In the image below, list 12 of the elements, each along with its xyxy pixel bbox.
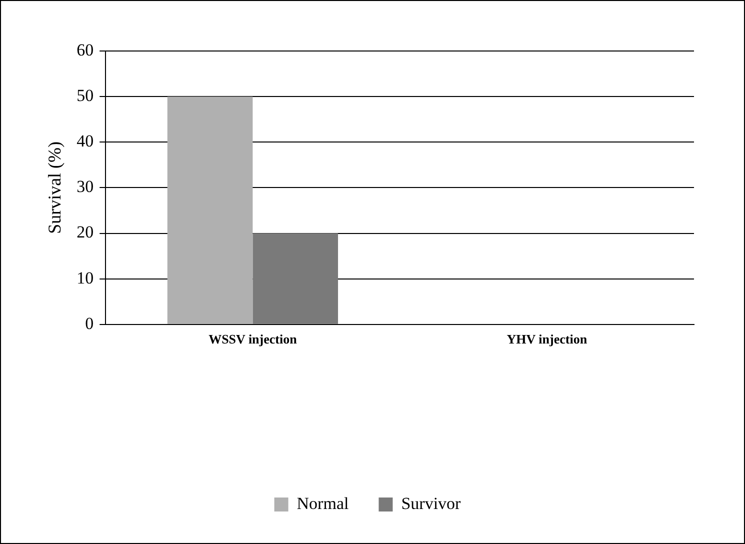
y-tick-label: 30 [76, 177, 94, 196]
y-tick-label: 40 [76, 132, 94, 151]
y-tick-label: 60 [76, 40, 94, 60]
y-tick-label: 10 [76, 268, 94, 288]
y-tick-label: 20 [76, 222, 94, 242]
x-tick-label: WSSV injection [208, 332, 298, 347]
y-tick-label: 50 [76, 86, 94, 106]
y-tick-label: 0 [85, 314, 94, 333]
x-tick-label: YHV injection [506, 332, 588, 347]
y-axis-title: Survival (%) [44, 141, 65, 234]
legend-label: Normal [296, 494, 349, 513]
legend-label: Survivor [401, 494, 462, 513]
